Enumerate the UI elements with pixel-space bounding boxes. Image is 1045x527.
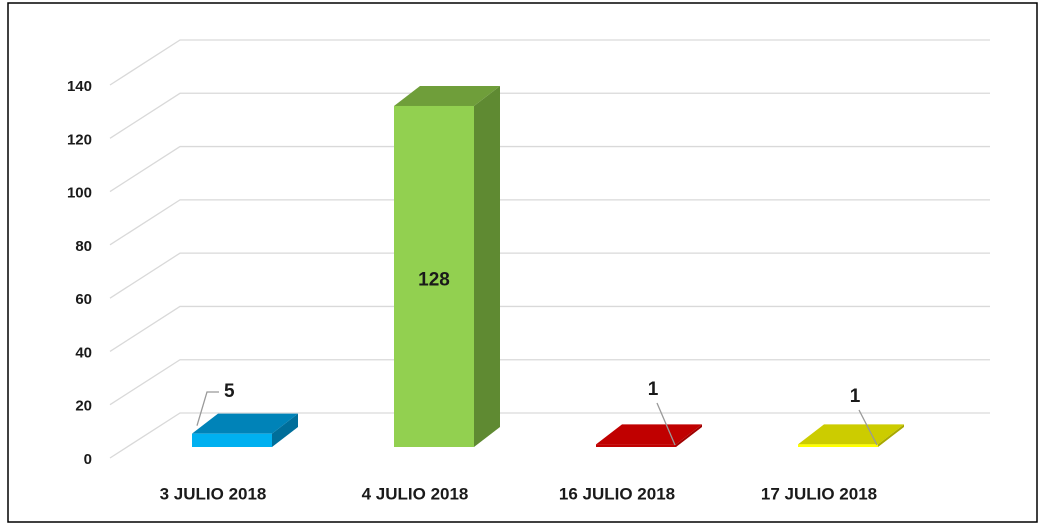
bar — [798, 444, 878, 447]
x-tick-label: 3 JULIO 2018 — [160, 484, 267, 503]
grid-line — [109, 305, 990, 352]
y-tick-label: 140 — [67, 78, 92, 95]
bar-side — [878, 424, 904, 447]
bar — [192, 433, 272, 447]
y-tick-label: 40 — [75, 344, 92, 361]
grid-line — [109, 412, 990, 459]
y-tick-label: 0 — [84, 451, 92, 468]
y-tick-label: 20 — [75, 398, 92, 415]
grid-line — [109, 359, 990, 406]
leader-line — [196, 391, 219, 426]
grid-line — [109, 199, 990, 246]
leader-line — [656, 402, 676, 446]
bar — [596, 444, 676, 447]
x-tick-label: 4 JULIO 2018 — [362, 484, 469, 503]
bar-side — [676, 424, 702, 447]
data-label: 1 — [850, 386, 861, 407]
chart-border — [7, 2, 1038, 523]
y-tick-label: 100 — [67, 185, 92, 202]
x-tick-label: 16 JULIO 2018 — [559, 484, 675, 503]
grid-line — [109, 39, 990, 86]
bar-side — [474, 85, 500, 447]
bar-top — [596, 424, 702, 445]
bar-top — [192, 413, 298, 434]
grid-line — [109, 252, 990, 299]
grid-line — [109, 92, 990, 139]
leader-line — [858, 409, 878, 446]
y-tick-label: 60 — [75, 291, 92, 308]
grid-line — [109, 145, 990, 193]
bar — [394, 105, 474, 447]
bar-top — [394, 85, 500, 106]
y-tick-label: 80 — [75, 238, 92, 255]
bar-side — [272, 413, 298, 447]
data-label: 128 — [418, 270, 450, 291]
data-label: 5 — [224, 381, 235, 402]
bar-top — [798, 424, 904, 445]
y-tick-label: 120 — [67, 131, 92, 148]
data-label: 1 — [648, 379, 659, 400]
x-tick-label: 17 JULIO 2018 — [761, 484, 877, 503]
